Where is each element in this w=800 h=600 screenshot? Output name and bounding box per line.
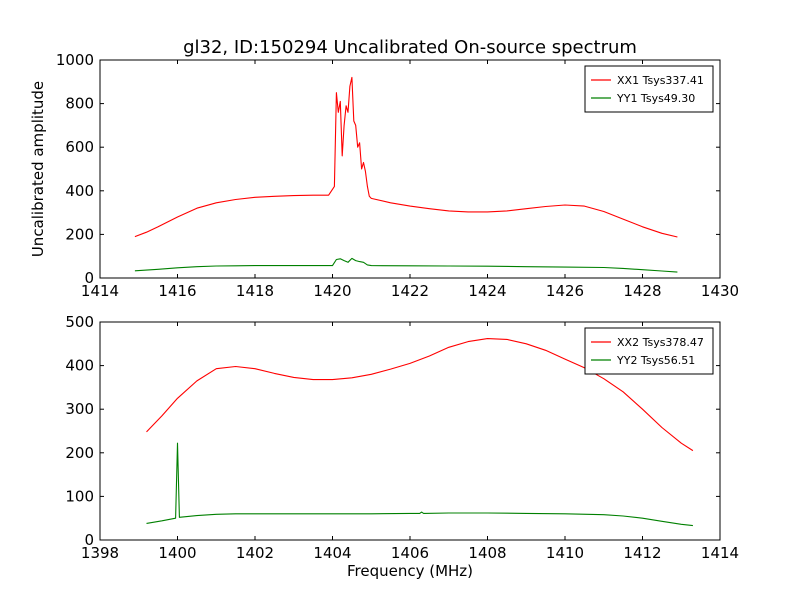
bottom-panel: 1398 1400 1402 1404 1406 1408 1410 1412 1414 0 100… xyxy=(65,313,739,580)
panel2-xtick-label: 1400 xyxy=(158,544,196,562)
panel1-legend-label-2: YY1 Tsys49.30 xyxy=(616,92,695,105)
panel2-ytick-label: 200 xyxy=(65,444,94,462)
panel2-series-2-line xyxy=(146,442,693,527)
panel1-legend xyxy=(584,65,714,113)
panel2-ytick-label: 300 xyxy=(65,400,94,418)
panel2-xtick-label: 1408 xyxy=(468,544,506,562)
panel2-xtick-label: 1410 xyxy=(546,544,584,562)
panel2-legend-label-1: XX2 Tsys378.47 xyxy=(617,336,704,349)
panel1-ytick-label: 600 xyxy=(65,138,94,156)
panel2-xtick-label: 1414 xyxy=(701,544,739,562)
panel1-xtick-label: 1418 xyxy=(236,282,274,300)
panel2-legend xyxy=(584,327,714,375)
panel2-ytick-label: 400 xyxy=(65,357,94,375)
panel1-ytick-label: 800 xyxy=(65,95,94,113)
panel1-ytick-label: 1000 xyxy=(56,51,94,69)
panel1-xtick-label: 1430 xyxy=(701,282,739,300)
panel1-xtick-label: 1428 xyxy=(623,282,661,300)
panel1-ytick-label: 400 xyxy=(65,182,94,200)
panel1-ytick-label: 0 xyxy=(84,269,94,287)
panel1-xtick-label: 1424 xyxy=(468,282,506,300)
panel1-ytick-label: 200 xyxy=(65,225,94,243)
panel2-xtick-label: 1412 xyxy=(623,544,661,562)
panel2-xtick-label: 1406 xyxy=(391,544,429,562)
panel2-x-axis-label: Frequency (MHz) xyxy=(347,562,473,580)
panel2-series-1-line xyxy=(146,338,694,452)
panel1-xtick-label: 1420 xyxy=(313,282,351,300)
panel1-xtick-label: 1416 xyxy=(158,282,196,300)
panel2-xtick-label: 1402 xyxy=(236,544,274,562)
panel1-series-2-line xyxy=(134,257,678,273)
top-panel: 1414 1416 1418 1420 1422 1424 1426 1428 1430 0 200… xyxy=(29,51,739,300)
panel1-series-1-line xyxy=(134,76,678,238)
panel2-xtick-label: 1398 xyxy=(81,544,119,562)
panel1-legend-label-1: XX1 Tsys337.41 xyxy=(617,74,704,87)
panel2-ytick-label: 0 xyxy=(84,531,94,549)
panel2-ytick-label: 500 xyxy=(65,313,94,331)
chart-title: gl32, ID:150294 Uncalibrated On-source s… xyxy=(183,37,637,58)
panel2-ytick-label: 100 xyxy=(65,487,94,505)
panel1-xtick-label: 1426 xyxy=(546,282,584,300)
panel1-xtick-label: 1414 xyxy=(81,282,119,300)
panel2-xtick-label: 1404 xyxy=(313,544,351,562)
panel2-legend-label-2: YY2 Tsys56.51 xyxy=(616,354,695,367)
panel1-xtick-label: 1422 xyxy=(391,282,429,300)
panel1-y-axis-label: Uncalibrated amplitude xyxy=(29,81,47,257)
